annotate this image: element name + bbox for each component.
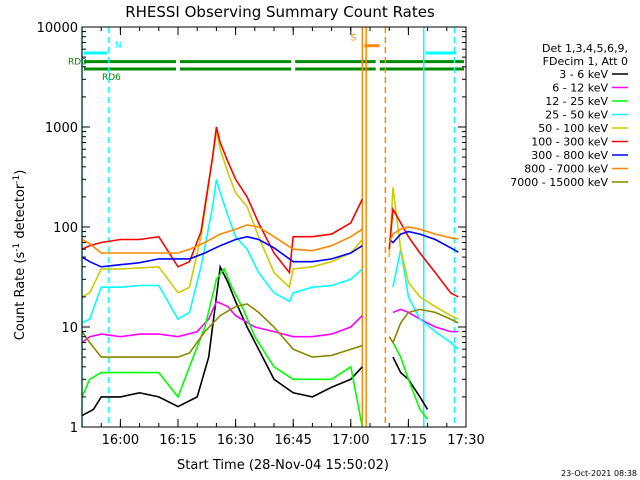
legend-label: 300 - 800 keV bbox=[531, 149, 608, 162]
series-line-8 bbox=[81, 303, 363, 358]
series-line-7 bbox=[388, 226, 459, 243]
series-line-6 bbox=[81, 235, 363, 268]
y-tick-label: 10000 bbox=[37, 21, 78, 36]
legend-label: 800 - 7000 keV bbox=[524, 163, 608, 176]
legend-label: 100 - 300 keV bbox=[531, 136, 608, 149]
series-line-4 bbox=[388, 187, 459, 320]
axis-ticks: 16:00 16:15 16:30 16:45 17:00 17:15 17:30 1 10 10… bbox=[37, 21, 485, 448]
x-tick-label: 17:00 bbox=[332, 433, 369, 448]
legend-label: 25 - 50 keV bbox=[545, 109, 608, 122]
legend-label: 7000 - 15000 keV bbox=[510, 176, 608, 189]
series-line-3 bbox=[81, 179, 363, 324]
legend-label: 12 - 25 keV bbox=[545, 95, 608, 108]
x-tick-label: 17:15 bbox=[390, 433, 427, 448]
legend: Det 1,3,4,5,6,9,FDecim 1, Att 03 - 6 keV… bbox=[510, 42, 628, 189]
flag-label-rd6: RD6 bbox=[102, 73, 121, 83]
series-line-2 bbox=[392, 342, 429, 420]
chart-title: RHESSI Observing Summary Count Rates bbox=[125, 3, 435, 21]
x-tick-label: 16:00 bbox=[102, 433, 139, 448]
series-line-5 bbox=[81, 126, 364, 275]
series-line-0 bbox=[81, 264, 363, 417]
series-line-5 bbox=[388, 206, 459, 298]
y-tick-label: 100 bbox=[53, 221, 78, 236]
series-line-6 bbox=[388, 230, 459, 253]
series-line-8 bbox=[388, 308, 459, 345]
flag-label-n: N bbox=[115, 41, 122, 51]
y-tick-label: 1000 bbox=[45, 121, 78, 136]
x-axis-label: Start Time (28-Nov-04 15:50:02) bbox=[177, 458, 389, 473]
timestamp: 23-Oct-2021 08:38 bbox=[561, 469, 637, 478]
flag-label-rd0: RD0 bbox=[68, 58, 87, 68]
legend-label: 6 - 12 keV bbox=[552, 82, 608, 95]
series-line-7 bbox=[81, 224, 363, 254]
y-tick-label: 10 bbox=[61, 321, 78, 336]
series-lines bbox=[81, 126, 459, 428]
legend-label: 50 - 100 keV bbox=[538, 122, 608, 135]
x-tick-label: 17:30 bbox=[447, 433, 484, 448]
y-axis-label: Count Rate (s-1 detector-1) bbox=[12, 170, 28, 341]
series-line-2 bbox=[81, 267, 364, 428]
flag-label-s: S bbox=[351, 34, 357, 44]
series-line-4 bbox=[81, 131, 363, 298]
x-tick-label: 16:45 bbox=[274, 433, 311, 448]
flag-bars: RD0 RD6 N S bbox=[68, 34, 464, 83]
legend-label: 3 - 6 keV bbox=[559, 68, 608, 81]
legend-header: Det 1,3,4,5,6,9, bbox=[542, 42, 628, 55]
x-tick-label: 16:30 bbox=[217, 433, 254, 448]
legend-header: FDecim 1, Att 0 bbox=[543, 55, 628, 68]
y-tick-label: 1 bbox=[70, 421, 78, 436]
x-tick-label: 16:15 bbox=[159, 433, 196, 448]
series-line-3 bbox=[392, 249, 459, 350]
series-line-1 bbox=[81, 300, 363, 344]
